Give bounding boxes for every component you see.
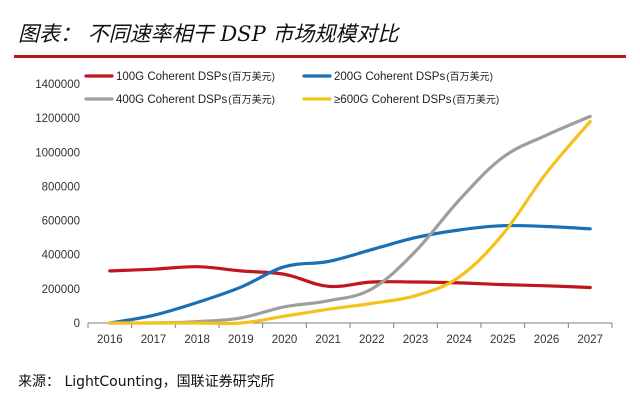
header: 图表： 不同速率相干 DSP 市场规模对比 [0, 0, 640, 58]
y-tick-label: 400000 [42, 250, 80, 262]
source-note: 来源： LightCounting，国联证券研究所 [18, 374, 275, 390]
page-title: 图表： 不同速率相干 DSP 市场规模对比 [18, 22, 399, 46]
y-tick-label: 800000 [42, 181, 80, 193]
series-line-200g-coherent-dsps [108, 223, 592, 325]
legend-label-200g-coherent-dsps: 200G Coherent DSPs(百万美元) [334, 70, 493, 83]
x-tick-label: 2021 [315, 334, 341, 346]
x-tick-label: 2026 [534, 334, 560, 346]
legend-unit: (百万美元) [446, 70, 493, 83]
series-line-600g-coherent-dsps [108, 120, 592, 326]
x-tick-label: 2024 [446, 334, 472, 346]
x-tick-label: 2019 [228, 334, 254, 346]
chart-container: 0 200000 400000 600000 800000 1000000 1200000 1… [14, 60, 626, 360]
x-tick-label: 2023 [403, 334, 429, 346]
y-tick-label: 200000 [42, 284, 80, 296]
legend-label-400g-coherent-dsps: 400G Coherent DSPs(百万美元) [116, 93, 275, 106]
y-tick-label: 600000 [42, 216, 80, 228]
legend-label-600g-coherent-dsps: ≥600G Coherent DSPs(百万美元) [334, 93, 499, 106]
x-tick-label: 2018 [184, 334, 210, 346]
y-tick-label: 0 [74, 318, 80, 330]
legend-unit: (百万美元) [228, 93, 275, 106]
series-line-400g-coherent-dsps [108, 114, 592, 325]
y-tick-label: 1000000 [35, 147, 80, 159]
y-tick-label: 1200000 [35, 113, 80, 125]
x-tick-label: 2016 [97, 334, 123, 346]
line-chart: 0 200000 400000 600000 800000 1000000 1200000 1… [35, 70, 613, 346]
series-line-100g-coherent-dsps [108, 265, 592, 290]
x-tick-label: 2022 [359, 334, 385, 346]
x-tick-label: 2020 [272, 334, 298, 346]
title-divider [14, 55, 626, 58]
legend-label-100g-coherent-dsps: 100G Coherent DSPs(百万美元) [116, 70, 275, 83]
legend-unit: (百万美元) [453, 93, 500, 106]
chart-legend: 100G Coherent DSPs(百万美元) 200G Coherent DS… [84, 70, 499, 106]
chart-axes: 0 200000 400000 600000 800000 1000000 1200000 1… [35, 79, 613, 346]
chart-series [108, 114, 592, 326]
x-tick-label: 2025 [490, 334, 516, 346]
x-tick-label: 2017 [141, 334, 167, 346]
legend-unit: (百万美元) [228, 70, 275, 83]
x-tick-label: 2027 [577, 334, 603, 346]
y-tick-label: 1400000 [35, 79, 80, 91]
